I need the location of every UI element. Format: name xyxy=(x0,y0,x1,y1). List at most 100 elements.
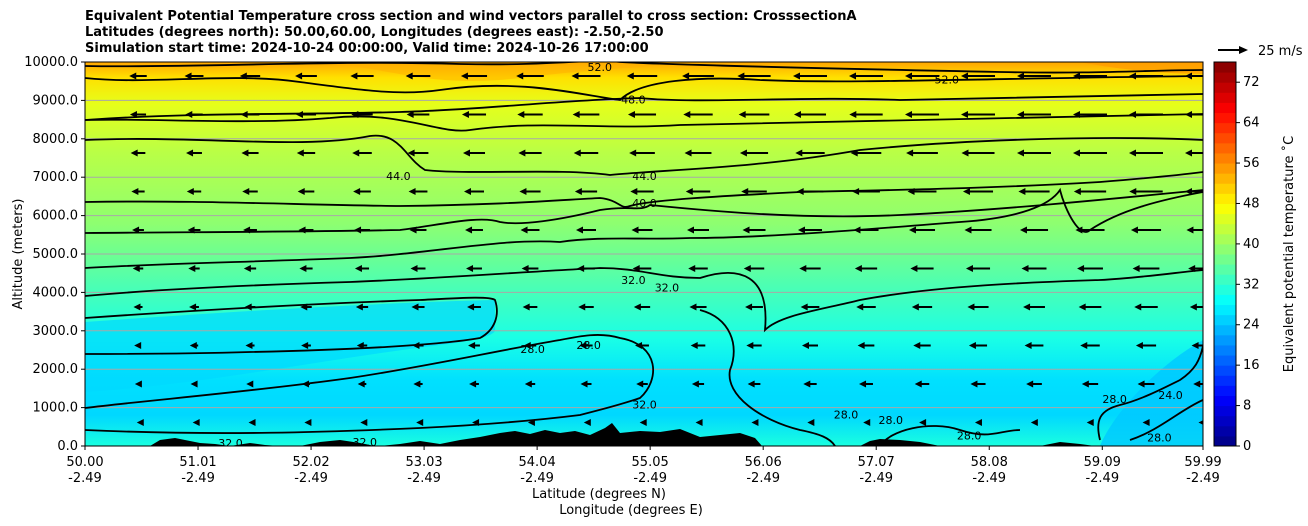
wind-arrow xyxy=(1017,72,1051,80)
wind-arrow xyxy=(519,188,541,195)
wind-arrow xyxy=(743,265,765,272)
wind-arrow xyxy=(462,149,486,157)
contour-line xyxy=(699,309,836,446)
wind-arrow xyxy=(961,111,995,118)
wind-arrow xyxy=(796,188,824,195)
wind-arrow xyxy=(1078,303,1102,311)
x-tick-label-lat: 51.01 xyxy=(179,455,216,470)
wind-arrow xyxy=(639,419,647,426)
wind-arrow xyxy=(635,342,649,349)
wind-arrow xyxy=(968,342,988,349)
quiver-key-arrowhead xyxy=(1239,46,1248,54)
wind-arrow xyxy=(467,303,481,311)
wind-arrow xyxy=(465,226,483,234)
wind-arrow xyxy=(852,188,880,195)
x-tick-label-lat: 54.04 xyxy=(519,455,556,470)
y-tick-label: 1000.0 xyxy=(33,401,79,416)
wind-arrow xyxy=(1023,303,1045,311)
wind-arrow xyxy=(738,111,770,118)
x-tick-label-lat: 58.08 xyxy=(971,455,1008,470)
wind-arrow xyxy=(1026,380,1042,388)
wind-arrow xyxy=(1137,380,1155,388)
x-tick-label-lon: -2.49 xyxy=(633,471,667,486)
contour-label: 24.0 xyxy=(1158,389,1183,402)
wind-arrow xyxy=(684,149,712,157)
wind-arrow xyxy=(576,226,596,234)
colorbar-segment xyxy=(1214,395,1236,407)
wind-arrow xyxy=(807,419,815,426)
wind-arrow xyxy=(629,149,655,157)
colorbar-segment xyxy=(1214,355,1236,366)
wind-arrow xyxy=(469,380,479,388)
wind-arrow xyxy=(130,149,146,157)
x-tick-label-lat: 59.99 xyxy=(1184,455,1221,470)
wind-arrow xyxy=(905,111,939,118)
wind-arrow xyxy=(1132,265,1160,272)
x-axis-label-longitude: Longitude (degrees E) xyxy=(559,503,703,518)
wind-arrow xyxy=(466,265,482,272)
wind-arrow xyxy=(129,72,147,80)
wind-arrow xyxy=(853,226,879,234)
wind-arrow xyxy=(801,342,819,349)
colorbar-tick-label: 48 xyxy=(1243,196,1260,211)
wind-arrow xyxy=(239,72,261,80)
wind-arrow xyxy=(187,226,201,234)
wind-arrow xyxy=(409,226,427,234)
wind-arrow xyxy=(243,265,257,272)
wind-arrow xyxy=(626,72,658,80)
wind-arrow xyxy=(906,149,938,157)
colorbar-segment xyxy=(1214,122,1236,134)
wind-arrow xyxy=(849,111,883,118)
colorbar-segment xyxy=(1214,284,1236,295)
colorbar-label: Equivalent potential temperature ˚C xyxy=(1281,136,1297,372)
x-axis-label-latitude: Latitude (degrees N) xyxy=(532,487,666,502)
contour-label: 28.0 xyxy=(1102,393,1127,406)
colorbar-segment xyxy=(1214,223,1236,235)
x-tick-label-lon: -2.49 xyxy=(181,471,215,486)
wind-arrow xyxy=(189,303,199,311)
wind-arrow xyxy=(410,265,426,272)
wind-arrow xyxy=(297,188,315,195)
wind-arrow xyxy=(633,303,651,311)
contour-line xyxy=(85,171,1203,208)
wind-arrow xyxy=(242,188,258,195)
wind-arrow xyxy=(1018,188,1050,195)
colorbar-segment xyxy=(1214,425,1236,437)
wind-arrow xyxy=(523,342,537,349)
wind-arrow xyxy=(627,111,657,118)
contour-line xyxy=(85,113,1203,132)
wind-arrow xyxy=(907,188,937,195)
wind-arrow xyxy=(857,342,875,349)
wind-arrow xyxy=(863,419,871,426)
colorbar-tick-label: 24 xyxy=(1243,318,1260,333)
colorbar-segment xyxy=(1214,314,1236,326)
wind-arrow xyxy=(300,303,312,311)
wind-arrow xyxy=(745,303,763,311)
title-line-2: Latitudes (degrees north): 50.00,60.00, … xyxy=(85,25,664,40)
wind-arrow xyxy=(1019,226,1049,234)
wind-arrow xyxy=(243,226,257,234)
x-tick-label-lon: -2.49 xyxy=(746,471,780,486)
contour-line xyxy=(85,296,498,355)
colorbar-tick-label: 0 xyxy=(1243,439,1251,454)
wind-arrow xyxy=(573,149,599,157)
contour-line xyxy=(85,75,1203,101)
wind-arrow xyxy=(1024,342,1044,349)
wind-arrow xyxy=(464,188,484,195)
wind-arrow xyxy=(741,188,767,195)
x-tick-label-lat: 52.02 xyxy=(292,455,329,470)
y-tick-label: 8000.0 xyxy=(33,132,79,147)
wind-arrow xyxy=(630,188,654,195)
contour-label: 32.0 xyxy=(655,282,680,295)
title-line-3: Simulation start time: 2024-10-24 00:00:… xyxy=(85,41,649,56)
contour-label: 32.0 xyxy=(218,437,243,450)
contour-line xyxy=(1097,345,1203,441)
y-tick-label: 5000.0 xyxy=(33,247,79,262)
wind-arrow xyxy=(797,226,823,234)
colorbar-segment xyxy=(1214,344,1236,356)
contour-line xyxy=(879,425,1021,446)
plot-area: 52.0 52.0 48.0 44.0 44.0 40.0 32.0 32.0 28.0 28.0… xyxy=(85,62,1203,450)
wind-arrow xyxy=(240,111,260,118)
wind-arrow xyxy=(580,380,592,388)
